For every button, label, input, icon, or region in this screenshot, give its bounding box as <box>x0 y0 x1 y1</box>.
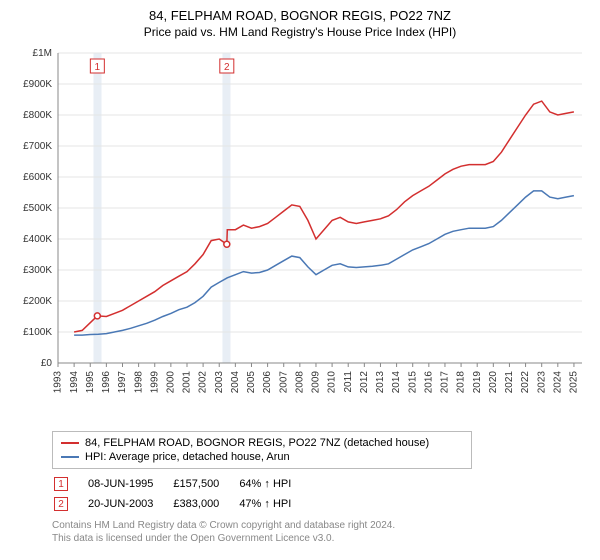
chart-container: £0 £100K £200K £300K £400K £500K £600K £700K £80… <box>12 45 588 425</box>
marker-price: £157,500 <box>173 475 237 493</box>
legend-label: HPI: Average price, detached house, Arun <box>85 451 290 463</box>
x-tick-label: 2017 <box>440 371 451 394</box>
x-tick-label: 2011 <box>343 371 354 393</box>
marker-dot <box>224 241 230 247</box>
x-tick-label: 2019 <box>472 371 483 394</box>
marker-row: 2 20-JUN-2003£383,00047% ↑ HPI <box>54 495 309 513</box>
y-tick-label: £500K <box>23 203 52 214</box>
series-property <box>74 101 574 332</box>
marker-date: 08-JUN-1995 <box>88 475 171 493</box>
legend-swatch <box>61 456 79 458</box>
x-tick-label: 2014 <box>391 371 402 394</box>
x-tick-label: 2004 <box>230 371 241 394</box>
x-tick-label: 1995 <box>85 371 96 394</box>
x-tick-label: 1996 <box>101 371 112 394</box>
y-tick-label: £200K <box>23 296 52 307</box>
marker-label-num: 2 <box>224 62 230 73</box>
marker-date: 20-JUN-2003 <box>88 495 171 513</box>
x-tick-label: 2008 <box>294 371 305 394</box>
x-tick-label: 2003 <box>214 371 225 394</box>
x-tick-label: 2020 <box>488 371 499 394</box>
x-tick-label: 2007 <box>278 371 289 394</box>
x-tick-label: 2006 <box>262 371 273 394</box>
y-tick-label: £300K <box>23 265 52 276</box>
legend-swatch <box>61 442 79 444</box>
y-tick-label: £0 <box>41 358 53 369</box>
x-tick-label: 2000 <box>166 371 177 394</box>
chart-subtitle: Price paid vs. HM Land Registry's House … <box>12 25 588 39</box>
legend-label: 84, FELPHAM ROAD, BOGNOR REGIS, PO22 7NZ… <box>85 437 429 449</box>
x-tick-label: 2024 <box>552 371 563 394</box>
marker-label-num: 1 <box>95 62 101 73</box>
legend-item: 84, FELPHAM ROAD, BOGNOR REGIS, PO22 7NZ… <box>61 436 463 450</box>
x-tick-label: 2013 <box>375 371 386 394</box>
x-tick-label: 2015 <box>407 371 418 394</box>
x-tick-label: 2010 <box>327 371 338 394</box>
x-tick-label: 2001 <box>182 371 193 394</box>
y-tick-label: £100K <box>23 327 52 338</box>
x-tick-label: 2016 <box>423 371 434 394</box>
y-tick-label: £800K <box>23 110 52 121</box>
x-tick-label: 1998 <box>133 371 144 394</box>
marker-row: 1 08-JUN-1995£157,50064% ↑ HPI <box>54 475 309 493</box>
x-tick-label: 1993 <box>53 371 64 394</box>
footnote-line: This data is licensed under the Open Gov… <box>52 532 588 545</box>
chart-svg: £0 £100K £200K £300K £400K £500K £600K £700K £80… <box>12 45 588 425</box>
x-tick-label: 2005 <box>246 371 257 394</box>
marker-delta: 64% ↑ HPI <box>239 475 309 493</box>
x-tick-label: 1994 <box>69 371 80 394</box>
y-tick-label: £400K <box>23 234 52 245</box>
x-tick-label: 2002 <box>198 371 209 394</box>
x-tick-label: 2009 <box>311 371 322 394</box>
x-tick-label: 2025 <box>569 371 580 394</box>
legend: 84, FELPHAM ROAD, BOGNOR REGIS, PO22 7NZ… <box>52 431 472 469</box>
x-tick-label: 2022 <box>520 371 531 394</box>
chart-title: 84, FELPHAM ROAD, BOGNOR REGIS, PO22 7NZ <box>12 8 588 23</box>
x-tick-label: 2023 <box>536 371 547 394</box>
x-tick-label: 2021 <box>504 371 515 394</box>
marker-dot <box>94 313 100 319</box>
x-tick-label: 2018 <box>456 371 467 394</box>
y-tick-label: £900K <box>23 79 52 90</box>
legend-item: HPI: Average price, detached house, Arun <box>61 450 463 464</box>
footnote-line: Contains HM Land Registry data © Crown c… <box>52 519 588 532</box>
y-tick-label: £700K <box>23 141 52 152</box>
x-tick-label: 1997 <box>117 371 128 394</box>
y-tick-label: £600K <box>23 172 52 183</box>
marker-price: £383,000 <box>173 495 237 513</box>
marker-num: 2 <box>54 497 68 511</box>
x-tick-label: 2012 <box>359 371 370 394</box>
series-hpi <box>74 191 574 335</box>
marker-num: 1 <box>54 477 68 491</box>
footnote: Contains HM Land Registry data © Crown c… <box>52 519 588 545</box>
marker-table: 1 08-JUN-1995£157,50064% ↑ HPI 2 20-JUN-200… <box>52 473 311 515</box>
x-tick-label: 1999 <box>149 371 160 394</box>
y-tick-label: £1M <box>33 48 52 59</box>
marker-delta: 47% ↑ HPI <box>239 495 309 513</box>
